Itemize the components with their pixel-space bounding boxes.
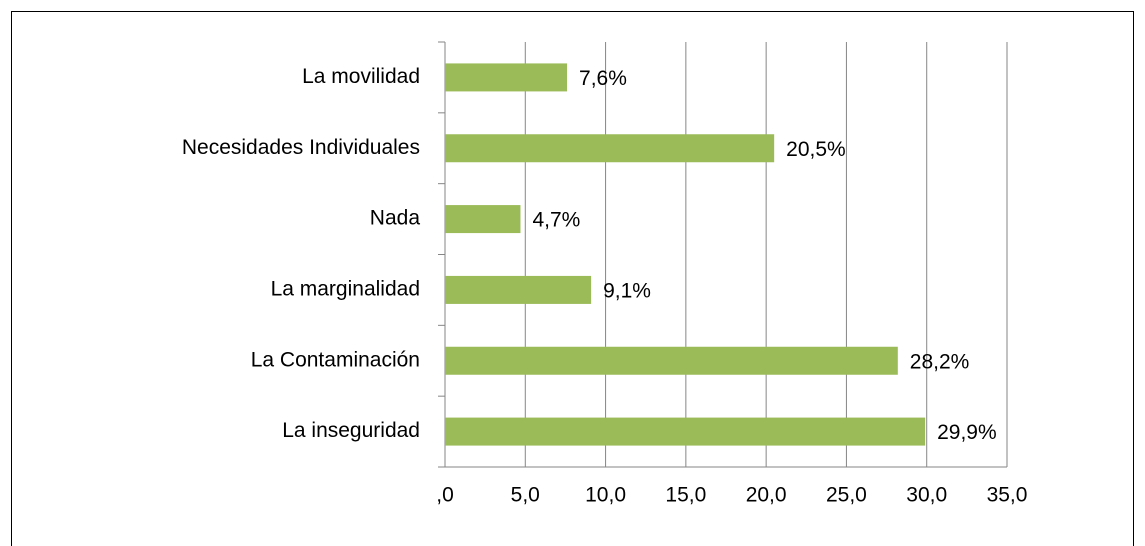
x-tick-label: 15,0 (665, 484, 706, 507)
value-label: 28,2% (910, 350, 970, 373)
y-tick-label: Necesidades Individuales (182, 136, 420, 159)
y-tick-label: La inseguridad (282, 419, 420, 442)
chart-border (11, 11, 1134, 546)
y-tick-label: Nada (370, 207, 421, 230)
bar (445, 275, 592, 304)
x-tick-label: 10,0 (585, 484, 626, 507)
value-label: 29,9% (937, 421, 997, 444)
x-tick-label: 30,0 (906, 484, 947, 507)
bar (445, 63, 568, 92)
x-tick-label: 20,0 (746, 484, 787, 507)
value-label: 7,6% (579, 67, 627, 90)
x-tick-label: ,0 (436, 484, 454, 507)
y-tick-label: La movilidad (302, 65, 420, 88)
value-label: 9,1% (603, 279, 651, 302)
y-tick-label: La marginalidad (271, 277, 420, 300)
value-label: 20,5% (786, 138, 846, 161)
bar (445, 346, 898, 375)
x-tick-label: 5,0 (511, 484, 540, 507)
bar (445, 134, 775, 163)
value-label: 4,7% (532, 209, 580, 232)
bar (445, 205, 521, 234)
x-tick-label: 25,0 (826, 484, 867, 507)
bar (445, 417, 926, 446)
y-tick-label: La Contaminación (251, 348, 420, 371)
x-tick-label: 35,0 (987, 484, 1028, 507)
